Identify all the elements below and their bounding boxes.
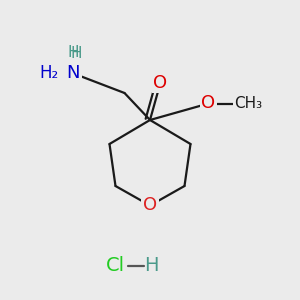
Text: O: O xyxy=(201,94,216,112)
Text: H: H xyxy=(71,46,82,62)
Text: H₂: H₂ xyxy=(39,64,58,82)
Text: H: H xyxy=(144,256,159,275)
Text: O: O xyxy=(153,74,168,92)
Text: N: N xyxy=(67,64,80,82)
Text: H: H xyxy=(68,45,79,60)
Text: O: O xyxy=(143,196,157,214)
Text: CH₃: CH₃ xyxy=(234,96,262,111)
Text: Cl: Cl xyxy=(106,256,125,275)
